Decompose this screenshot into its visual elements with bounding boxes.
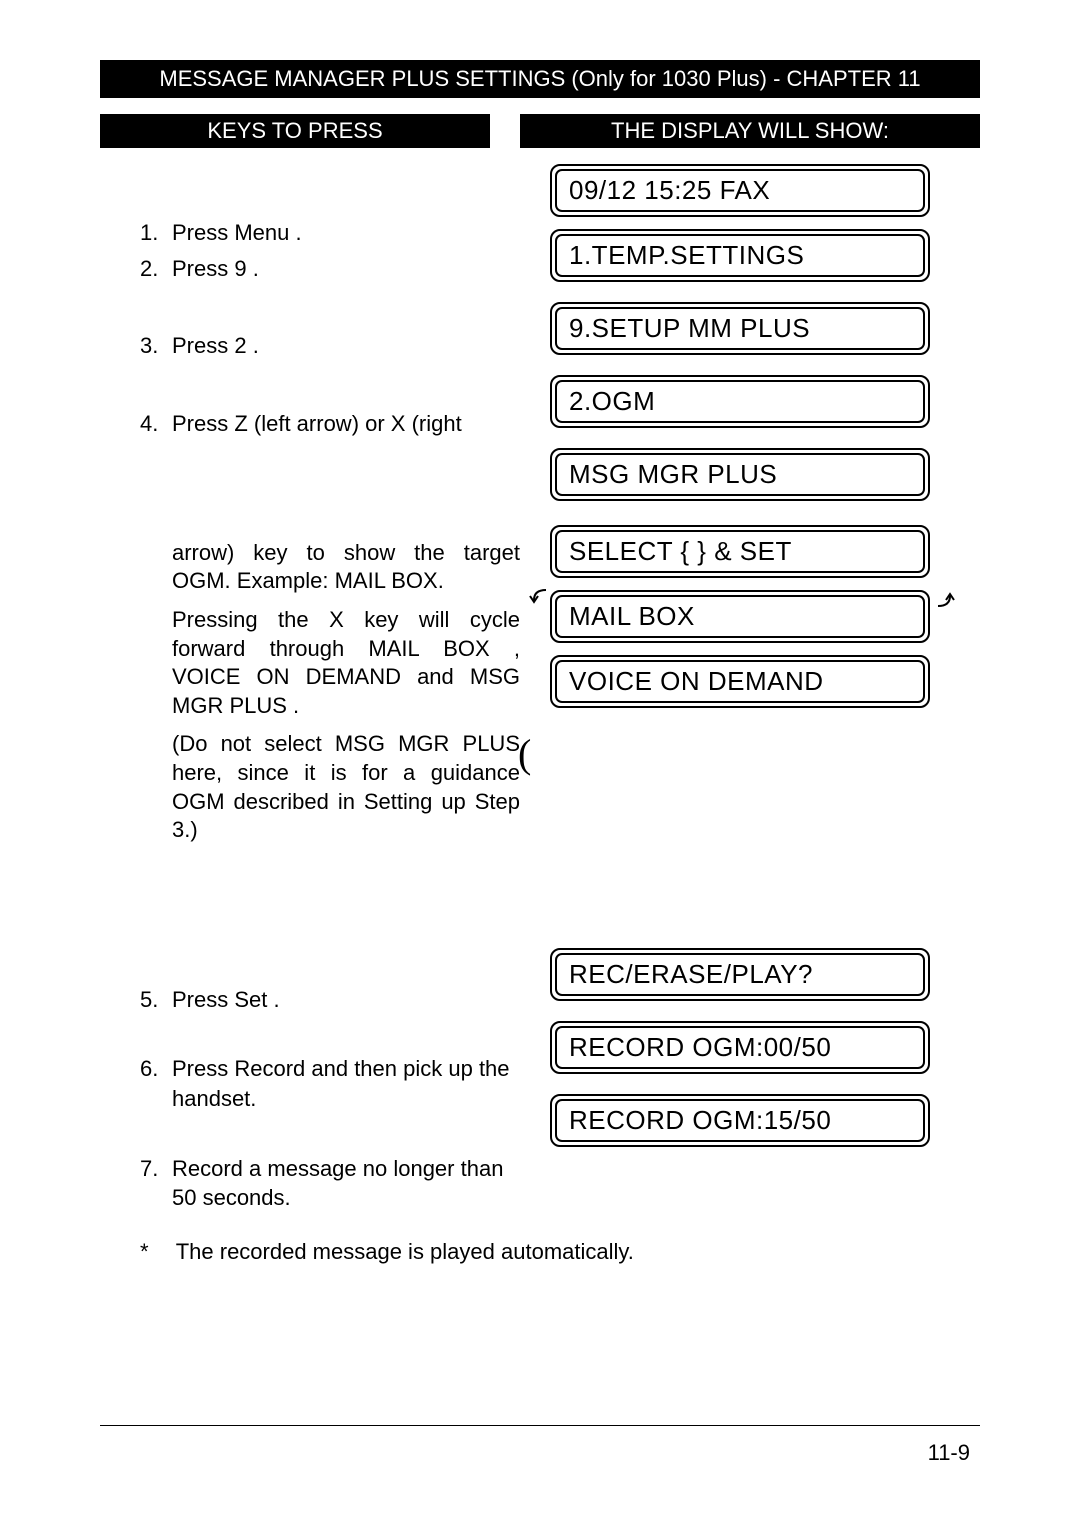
step-3: 3. Press 2 . xyxy=(140,331,520,361)
step-4-continuation: arrow) key to show the target OGM. Examp… xyxy=(172,539,520,845)
cycle-arrow-right-icon xyxy=(932,586,956,610)
display-will-show-header: THE DISPLAY WILL SHOW: xyxy=(520,114,980,148)
display-text: VOICE ON DEMAND xyxy=(555,660,925,703)
display-text: SELECT { } & SET xyxy=(555,530,925,573)
display-box: 09/12 15:25 FAX xyxy=(550,164,930,217)
step-7: 7. Record a message no longer than 50 se… xyxy=(140,1154,520,1213)
footnote: * The recorded message is played automat… xyxy=(140,1239,980,1265)
step-number: 2. xyxy=(140,254,172,284)
step-1: 1. Press Menu . xyxy=(140,218,520,248)
display-box: 1.TEMP.SETTINGS xyxy=(550,229,930,282)
display-text: 2.OGM xyxy=(555,380,925,423)
cycle-arrow-left-icon xyxy=(528,586,552,610)
display-box: VOICE ON DEMAND xyxy=(550,655,930,708)
step-number: 1. xyxy=(140,218,172,248)
display-box: REC/ERASE/PLAY? xyxy=(550,948,930,1001)
step-number: 7. xyxy=(140,1154,172,1213)
keys-to-press-header: KEYS TO PRESS xyxy=(100,114,490,148)
display-text: REC/ERASE/PLAY? xyxy=(555,953,925,996)
indent-p3: (Do not select MSG MGR PLUS here, since … xyxy=(172,730,520,844)
display-box: MSG MGR PLUS xyxy=(550,448,930,501)
step-number: 5. xyxy=(140,985,172,1015)
step-5: 5. Press Set . xyxy=(140,985,520,1015)
step-text: Press 9 . xyxy=(172,254,520,284)
footnote-star: * xyxy=(140,1239,170,1265)
step-list: 1. Press Menu . 2. Press 9 . 3. Press 2 … xyxy=(140,218,520,439)
display-box: RECORD OGM:00/50 xyxy=(550,1021,930,1074)
page-number: 11-9 xyxy=(928,1440,970,1466)
step-text: Press Z (left arrow) or X (right xyxy=(172,409,520,439)
step-list-lower: 5. Press Set . 6. Press Record and then … xyxy=(140,985,520,1213)
step-number: 6. xyxy=(140,1054,172,1113)
chapter-header: MESSAGE MANAGER PLUS SETTINGS (Only for … xyxy=(100,60,980,98)
step-number: 4. xyxy=(140,409,172,439)
display-box: 9.SETUP MM PLUS xyxy=(550,302,930,355)
indent-p2: Pressing the X key will cycle forward th… xyxy=(172,606,520,720)
display-box: 2.OGM xyxy=(550,375,930,428)
display-text: 9.SETUP MM PLUS xyxy=(555,307,925,350)
footer-rule xyxy=(100,1425,980,1426)
step-text: Press Set . xyxy=(172,985,520,1015)
display-box: RECORD OGM:15/50 xyxy=(550,1094,930,1147)
indent-p1: arrow) key to show the target OGM. Examp… xyxy=(172,539,520,596)
display-text: 1.TEMP.SETTINGS xyxy=(555,234,925,277)
step-6: 6. Press Record and then pick up the han… xyxy=(140,1054,520,1113)
step-text: Press 2 . xyxy=(172,331,520,361)
content-area: 1. Press Menu . 2. Press 9 . 3. Press 2 … xyxy=(100,158,980,1219)
display-text: 09/12 15:25 FAX xyxy=(555,169,925,212)
step-text: Press Menu . xyxy=(172,218,520,248)
right-column: 09/12 15:25 FAX 1.TEMP.SETTINGS 9.SETUP … xyxy=(520,158,980,1219)
step-text: Press Record and then pick up the handse… xyxy=(172,1054,520,1113)
display-text: MSG MGR PLUS xyxy=(555,453,925,496)
paren-left-icon: ( xyxy=(518,730,531,777)
footnote-text: The recorded message is played automatic… xyxy=(176,1239,634,1264)
display-text: RECORD OGM:15/50 xyxy=(555,1099,925,1142)
display-text: MAIL BOX xyxy=(555,595,925,638)
step-text: Record a message no longer than 50 secon… xyxy=(172,1154,520,1213)
step-4: 4. Press Z (left arrow) or X (right xyxy=(140,409,520,439)
left-column: 1. Press Menu . 2. Press 9 . 3. Press 2 … xyxy=(100,158,520,1219)
step-number: 3. xyxy=(140,331,172,361)
display-box: SELECT { } & SET xyxy=(550,525,930,578)
step-2: 2. Press 9 . xyxy=(140,254,520,284)
column-headers-row: KEYS TO PRESS THE DISPLAY WILL SHOW: xyxy=(100,114,980,148)
display-text: RECORD OGM:00/50 xyxy=(555,1026,925,1069)
display-box: MAIL BOX xyxy=(550,590,930,643)
